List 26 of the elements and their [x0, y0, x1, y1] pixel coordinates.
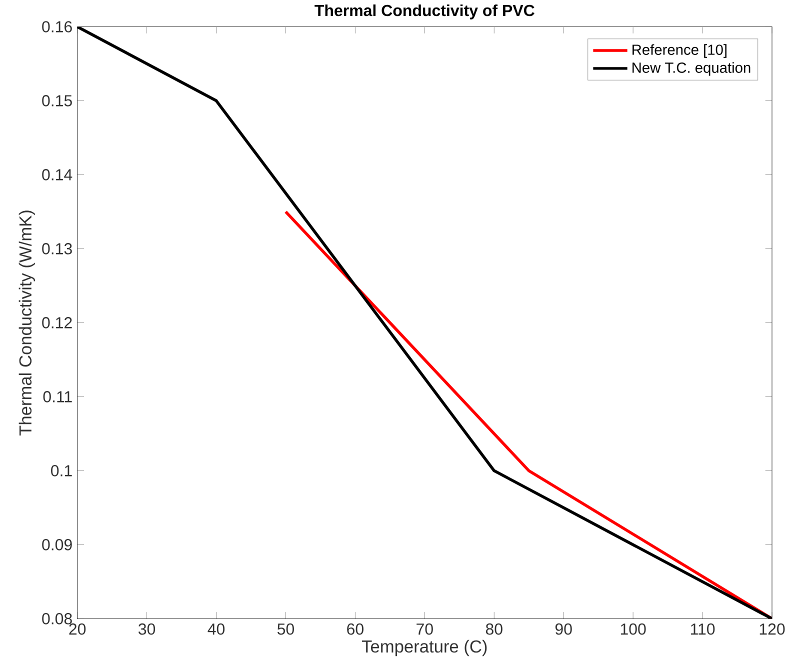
x-tick-label: 70	[416, 623, 433, 635]
y-tick-label: 0.13	[42, 243, 72, 254]
x-tick-label: 60	[347, 623, 364, 635]
legend-label: Reference [10]	[632, 44, 726, 58]
x-tick-label: 40	[208, 623, 225, 635]
x-tick-label: 80	[486, 623, 502, 635]
x-tick-label: 110	[690, 623, 715, 635]
x-axis-title: Temperature (C)	[362, 640, 487, 656]
legend-label: New T.C. equation	[632, 62, 750, 76]
chart-title: Thermal Conductivity of PVC	[314, 4, 534, 20]
x-tick-label: 50	[277, 623, 294, 635]
x-tick-label: 20	[69, 623, 86, 635]
y-axis-title: Thermal Conductivity (W/mK)	[18, 210, 35, 436]
x-tick-label: 120	[760, 623, 785, 635]
x-tick-label: 90	[555, 623, 572, 635]
y-tick-label: 0.1	[51, 465, 72, 476]
y-tick-label: 0.09	[42, 539, 72, 550]
y-tick-label: 0.12	[42, 317, 72, 328]
y-tick-label: 0.16	[42, 21, 72, 32]
line-series	[77, 26, 772, 619]
y-tick-label: 0.15	[42, 95, 72, 106]
x-tick-label: 30	[138, 623, 156, 635]
y-tick-label: 0.14	[42, 169, 72, 180]
x-tick-label: 100	[620, 623, 646, 635]
y-tick-label: 0.08	[42, 613, 72, 624]
y-tick-label: 0.11	[43, 391, 72, 402]
